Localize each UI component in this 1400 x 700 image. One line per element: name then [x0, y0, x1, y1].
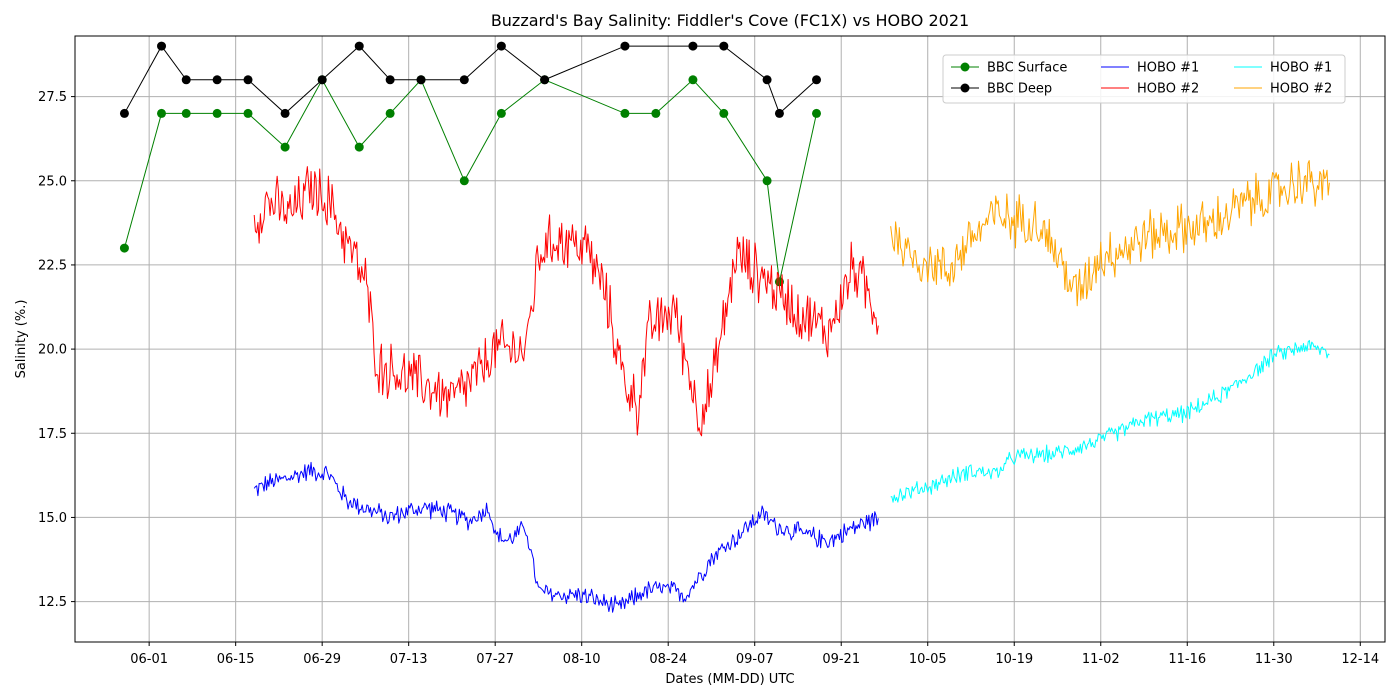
- data-point: [385, 75, 395, 85]
- legend: BBC Surface BBC Deep HOBO #1 HOBO #2 HOBO #1…: [942, 54, 1346, 104]
- data-point: [620, 108, 630, 118]
- x-tick-label: 10-19: [995, 652, 1033, 667]
- x-tick-label: 11-16: [1168, 652, 1206, 667]
- y-axis-title: Salinity (%.): [14, 300, 29, 379]
- data-point: [774, 108, 784, 118]
- data-point: [243, 75, 253, 85]
- y-tick-label: 27.5: [38, 90, 67, 105]
- legend-item: HOBO #1: [1101, 61, 1199, 76]
- series-3-hobo-2: [253, 166, 879, 437]
- x-tick-label: 11-02: [1082, 652, 1120, 667]
- data-point: [719, 41, 729, 51]
- series-layer: [119, 41, 1330, 613]
- data-point: [385, 108, 395, 118]
- series-line: [890, 339, 1330, 503]
- series-line: [890, 160, 1330, 307]
- legend-item: BBC Surface: [951, 61, 1067, 76]
- series-line: [253, 166, 879, 437]
- y-tick-label: 12.5: [38, 595, 67, 610]
- data-point: [280, 142, 290, 152]
- x-tick-label: 06-29: [303, 652, 341, 667]
- legend-label: HOBO #1: [1137, 61, 1199, 76]
- data-point: [719, 108, 729, 118]
- data-point: [181, 108, 191, 118]
- data-point: [157, 41, 167, 51]
- y-tick-label: 20.0: [38, 343, 67, 358]
- legend-item: HOBO #2: [1234, 82, 1332, 97]
- series-line: [123, 78, 817, 282]
- data-point: [651, 108, 661, 118]
- data-point: [496, 108, 506, 118]
- data-point: [812, 108, 822, 118]
- data-point: [157, 108, 167, 118]
- data-point: [243, 108, 253, 118]
- data-point: [812, 75, 822, 85]
- legend-label: HOBO #2: [1137, 82, 1199, 97]
- chart-title: Buzzard's Bay Salinity: Fiddler's Cove (…: [491, 11, 969, 30]
- data-point: [688, 41, 698, 51]
- series-2-hobo-1: [253, 461, 879, 613]
- data-point: [459, 176, 469, 186]
- x-tick-label: 12-14: [1341, 652, 1379, 667]
- data-point: [280, 108, 290, 118]
- legend-marker: [960, 62, 970, 72]
- data-point: [688, 75, 698, 85]
- data-point: [540, 75, 550, 85]
- plot-frame: [74, 35, 1386, 643]
- data-point: [496, 41, 506, 51]
- data-point: [762, 176, 772, 186]
- series-5-hobo-2: [890, 160, 1330, 307]
- x-tick-label: 07-27: [476, 652, 514, 667]
- data-point: [119, 108, 129, 118]
- data-point: [212, 108, 222, 118]
- x-tick-label: 08-24: [649, 652, 687, 667]
- legend-label: BBC Deep: [987, 82, 1052, 97]
- x-tick-label: 11-30: [1255, 652, 1293, 667]
- y-tick-label: 25.0: [38, 174, 67, 189]
- y-tick-label: 22.5: [38, 258, 67, 273]
- data-point: [762, 75, 772, 85]
- legend-label: HOBO #1: [1270, 61, 1332, 76]
- legend-item: BBC Deep: [951, 82, 1052, 97]
- x-tick-label: 07-13: [390, 652, 428, 667]
- data-point: [416, 75, 426, 85]
- legend-item: HOBO #1: [1234, 61, 1332, 76]
- data-point: [620, 41, 630, 51]
- series-4-hobo-1: [890, 339, 1330, 503]
- data-point: [354, 142, 364, 152]
- x-tick-label: 08-10: [563, 652, 601, 667]
- y-axis: 12.5 15.0 17.5 20.0 22.5 25.0 27.5: [38, 90, 75, 610]
- data-point: [459, 75, 469, 85]
- x-axis: 06-01 06-15 06-29 07-13 07-27 08-10 08-24 09-07…: [130, 642, 1379, 667]
- legend-label: HOBO #2: [1270, 82, 1332, 97]
- data-point: [212, 75, 222, 85]
- x-tick-label: 09-21: [822, 652, 860, 667]
- y-tick-label: 17.5: [38, 427, 67, 442]
- data-point: [317, 75, 327, 85]
- y-tick-label: 15.0: [38, 511, 67, 526]
- x-tick-label: 06-15: [217, 652, 255, 667]
- data-point: [181, 75, 191, 85]
- legend-label: BBC Surface: [987, 61, 1067, 76]
- data-point: [354, 41, 364, 51]
- legend-marker: [960, 83, 970, 93]
- series-1-bbc-deep: [119, 41, 822, 118]
- x-tick-label: 10-05: [909, 652, 947, 667]
- legend-item: HOBO #2: [1101, 82, 1199, 97]
- series-line: [253, 461, 879, 613]
- x-axis-title: Dates (MM-DD) UTC: [665, 672, 794, 687]
- x-tick-label: 06-01: [130, 652, 168, 667]
- data-point: [119, 243, 129, 253]
- x-tick-label: 09-07: [736, 652, 774, 667]
